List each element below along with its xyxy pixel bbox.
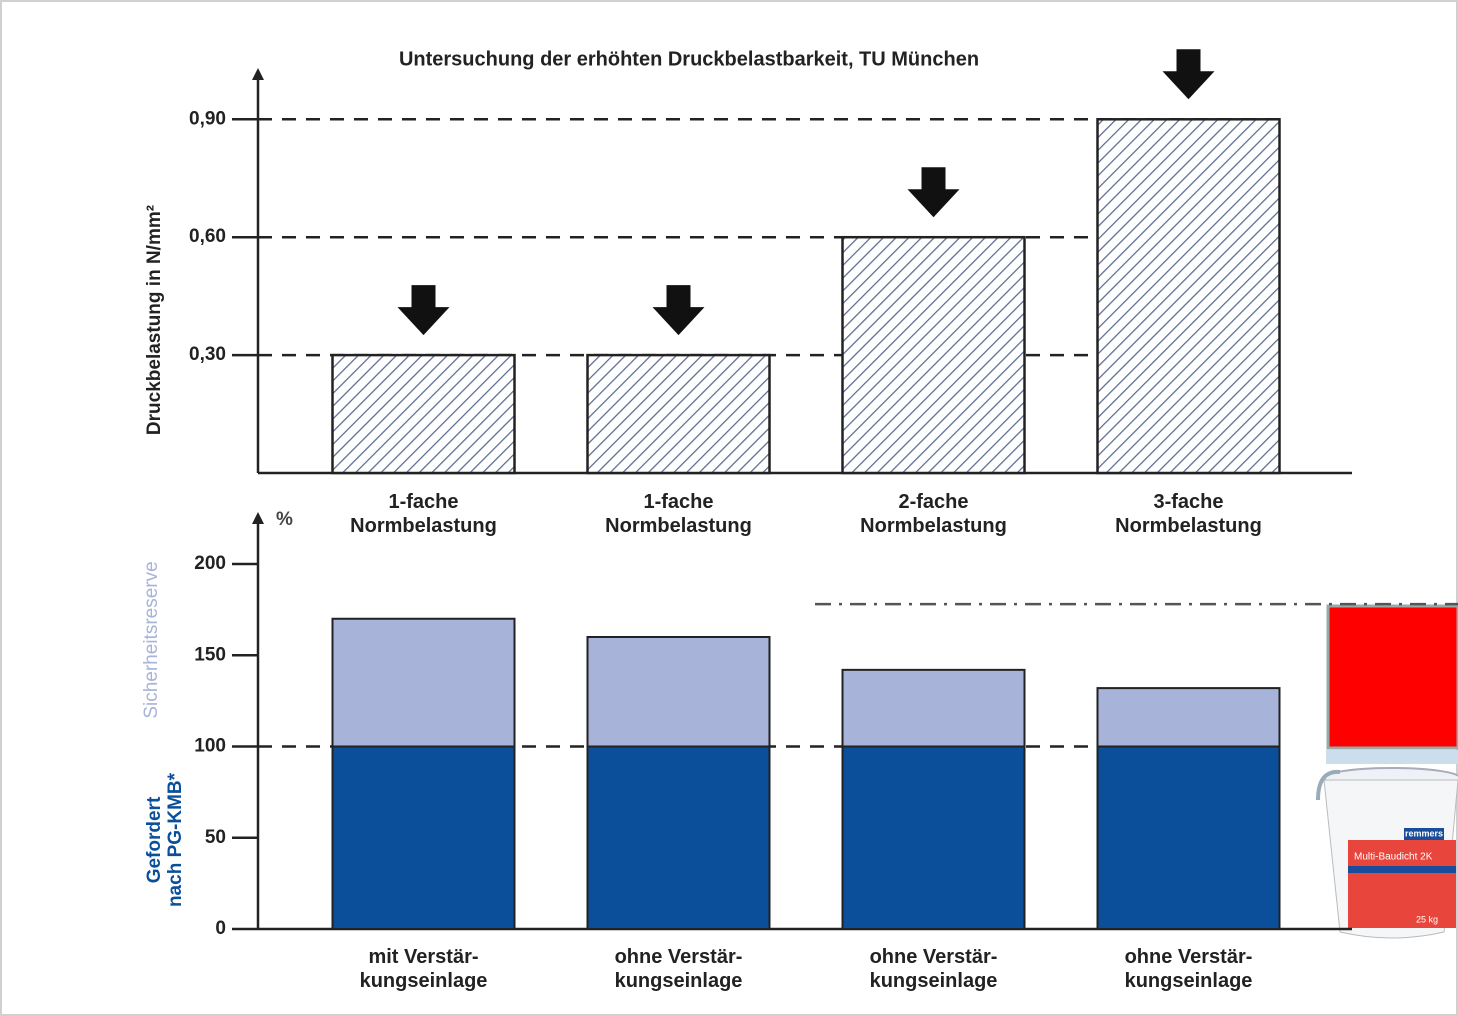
bar-segment: [331, 617, 516, 748]
bar: [841, 235, 1026, 475]
x-tick-label: 2-fache Normbelastung: [860, 491, 1007, 537]
x-tick-label-line: ohne Verstär-: [615, 946, 743, 968]
x-tick-label: ohne Verstär-kungseinlage: [1125, 946, 1253, 992]
bar-segment: [1096, 687, 1281, 748]
y-tick-label: 200: [194, 553, 226, 574]
x-tick-label: mit Verstär-kungseinlage: [360, 946, 488, 992]
chart-title: Untersuchung der erhöhten Druckbelastbar…: [399, 48, 979, 70]
x-tick-label-line: kungseinlage: [870, 970, 998, 992]
x-tick-label: ohne Verstär-kungseinlage: [615, 946, 743, 992]
y-tick-label: 150: [194, 644, 226, 665]
bar-segment: [1096, 745, 1281, 930]
product-name: Multi-Baudicht 2K: [1354, 852, 1433, 863]
x-tick-label: 1-fache Normbelastung: [350, 491, 497, 537]
load-arrow: [397, 285, 450, 336]
bar: [331, 353, 516, 475]
legend-label: Gefordert: [144, 796, 165, 883]
x-tick-label-line: kungseinlage: [615, 970, 743, 992]
x-tick-label: 3-fache Normbelastung: [1115, 491, 1262, 537]
y-tick-label: 100: [194, 736, 226, 757]
bar-segment: [841, 745, 1026, 930]
x-tick-label-line: ohne Verstär-: [1125, 946, 1253, 968]
y-tick-label: 0,30: [189, 344, 226, 365]
product-label: [1348, 840, 1456, 928]
bar-segment: [586, 745, 771, 930]
legend-label: nach PG-KMB*: [165, 772, 186, 907]
y-axis-arrow: [252, 68, 264, 80]
load-arrow: [1162, 49, 1215, 100]
x-tick-label-line: kungseinlage: [1125, 970, 1253, 992]
red-box-base: [1326, 750, 1458, 764]
x-tick-label-line: Normbelastung: [860, 515, 1007, 537]
y-tick-label: 0: [215, 918, 226, 939]
bar: [1096, 118, 1281, 475]
x-tick-label-line: Normbelastung: [605, 515, 752, 537]
x-tick-label-line: ohne Verstär-: [870, 946, 998, 968]
product-bucket: remmers Multi-Baudicht 2K 25 kg: [1316, 767, 1458, 939]
bar-segment: [331, 745, 516, 930]
y-axis-label: Druckbelastung in N/mm²: [144, 205, 165, 435]
legend-label: Sicherheitsreserve: [141, 561, 162, 718]
x-tick-label: 1-fache Normbelastung: [605, 491, 752, 537]
x-tick-label: ohne Verstär-kungseinlage: [870, 946, 998, 992]
x-tick-label-line: 1-fache: [388, 491, 458, 513]
x-tick-label-line: 3-fache: [1153, 491, 1223, 513]
x-tick-label-line: Normbelastung: [1115, 515, 1262, 537]
x-tick-label-line: mit Verstär-: [368, 946, 478, 968]
bar: [586, 353, 771, 475]
load-arrow: [652, 285, 705, 336]
y-tick-label: 0,90: [189, 108, 226, 129]
y-unit: %: [276, 509, 293, 530]
product-weight: 25 kg: [1416, 914, 1438, 924]
x-tick-label-line: 1-fache: [643, 491, 713, 513]
x-tick-label-line: kungseinlage: [360, 970, 488, 992]
bar-segment: [586, 636, 771, 748]
product-brand: remmers: [1405, 828, 1443, 838]
bar-segment: [841, 668, 1026, 748]
y-axis-arrow: [252, 512, 264, 524]
load-arrow: [907, 167, 960, 218]
red-box: [1326, 604, 1458, 750]
x-tick-label-line: 2-fache: [898, 491, 968, 513]
y-tick-label: 50: [205, 827, 226, 848]
x-tick-label-line: Normbelastung: [350, 515, 497, 537]
y-tick-label: 0,60: [189, 226, 226, 247]
